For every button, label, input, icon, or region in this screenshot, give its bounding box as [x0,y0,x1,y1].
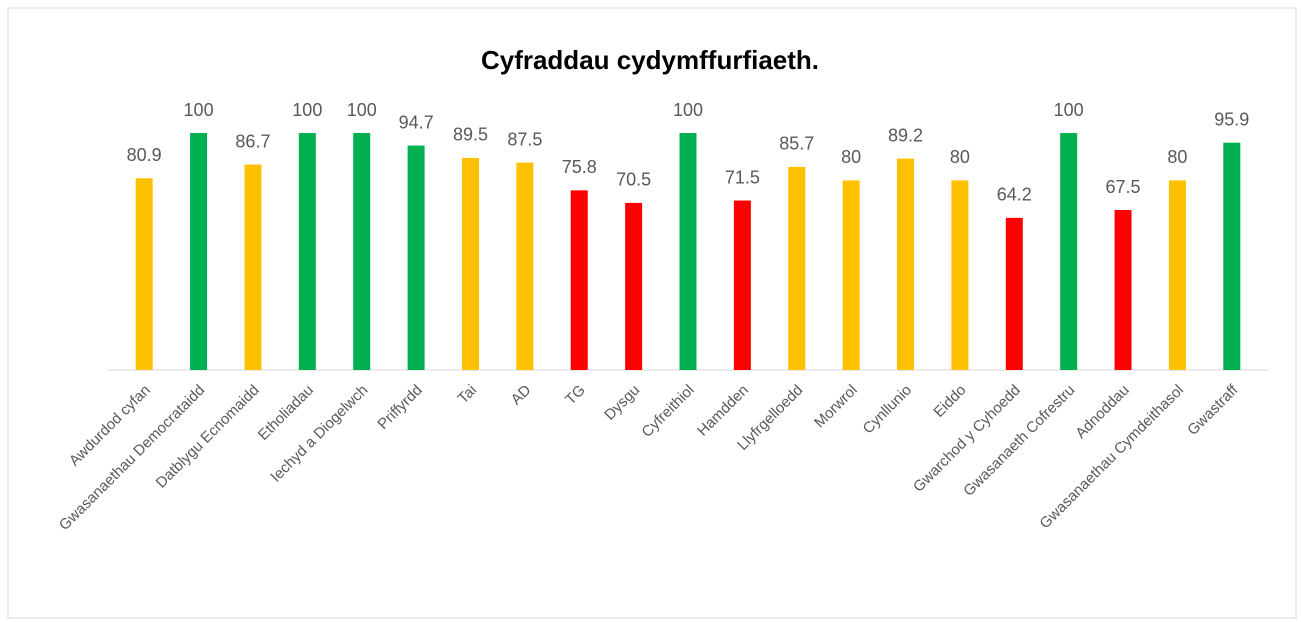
bar [733,200,751,370]
bar [190,133,208,370]
chart-frame [7,7,1297,619]
value-label: 100 [673,100,703,120]
bar [135,178,153,370]
value-label: 89.2 [888,125,923,145]
value-label: 70.5 [616,170,651,190]
bar [679,133,697,370]
value-label: 75.8 [562,157,597,177]
bar [1223,142,1241,370]
bar [353,133,371,370]
value-label: 86.7 [235,131,270,151]
value-label: 89.5 [453,125,488,145]
bar [1168,180,1186,370]
value-label: 100 [292,100,322,120]
bar [897,158,915,370]
value-label: 71.5 [725,167,760,187]
value-label: 94.7 [399,112,434,132]
value-label: 80.9 [127,145,162,165]
value-label: 100 [347,100,377,120]
bar [788,166,806,370]
value-label: 87.5 [507,129,542,149]
bar [516,162,534,370]
value-label: 85.7 [779,134,814,154]
bar [570,190,588,370]
value-label: 80 [1167,147,1187,167]
value-label: 64.2 [997,185,1032,205]
bar [1114,210,1132,370]
chart-title: Cyfraddau cydymffurfiaeth. [481,45,819,75]
bar [1005,217,1023,370]
bar [407,145,425,370]
bar [298,133,316,370]
value-label: 80 [841,147,861,167]
bar [1060,133,1078,370]
bar [842,180,860,370]
value-label: 100 [1054,100,1084,120]
bar [244,164,262,370]
value-label: 95.9 [1214,109,1249,129]
value-label: 80 [950,147,970,167]
value-label: 100 [184,100,214,120]
bar [625,202,643,370]
value-label: 67.5 [1106,177,1141,197]
bar [461,157,479,370]
bar [951,180,969,370]
